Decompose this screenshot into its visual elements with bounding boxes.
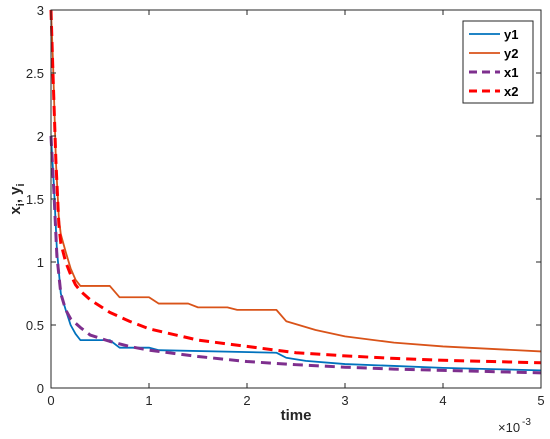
x-axis-exponent-base: ×10 — [498, 420, 520, 435]
series-line-x1 — [49, 135, 542, 375]
x-tick-label: 0 — [47, 393, 54, 408]
y-tick-label: 0 — [37, 381, 44, 396]
y-tick-label: 0.5 — [26, 318, 44, 333]
y-tick-label: 1.5 — [26, 192, 44, 207]
y-axis-label: xi, yi — [7, 183, 27, 214]
x-axis-label: time — [281, 407, 312, 424]
y-tick-label: 2 — [37, 129, 44, 144]
y-axis-label-text: xi, yi — [7, 183, 27, 214]
y-tick-label: 1 — [37, 255, 44, 270]
x-axis-exponent-power: -3 — [522, 417, 531, 428]
y-tick-label: 2.5 — [26, 66, 44, 81]
y-tick-label: 3 — [37, 3, 44, 18]
series-layer — [49, 9, 542, 375]
x-tick-label: 4 — [439, 393, 446, 408]
legend-label-x2: x2 — [504, 84, 518, 99]
legend-label-y1: y1 — [504, 27, 518, 42]
x-tick-label: 3 — [341, 393, 348, 408]
legend-label-x1: x1 — [504, 65, 518, 80]
x-tick-label: 1 — [145, 393, 152, 408]
legend-label-y2: y2 — [504, 46, 518, 61]
legend: y1 y2 x1 x2 — [462, 20, 534, 104]
series-line-y1 — [50, 135, 542, 372]
x-tick-label: 5 — [537, 393, 544, 408]
x-tick-label: 2 — [243, 393, 250, 408]
series-line-x2 — [49, 9, 542, 365]
axes-layer: 0 1 2 3 4 5 0 0.5 1 1.5 2 2.5 3 — [26, 3, 545, 408]
